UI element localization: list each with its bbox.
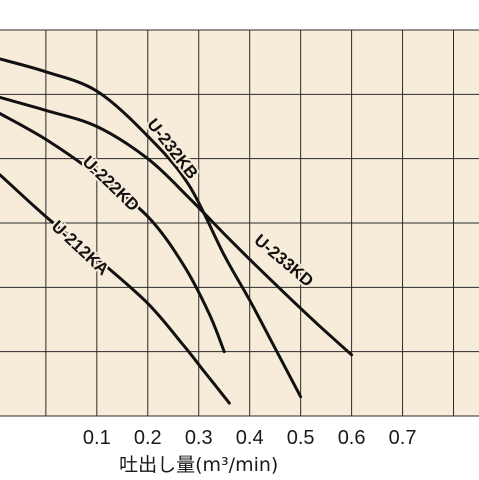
gridlines — [0, 29, 479, 417]
x-tick-label: 0.2 — [134, 427, 162, 449]
x-axis-ticks: 0.1 0.2 0.3 0.4 0.5 0.6 0.7 — [83, 427, 417, 449]
curve-u-212ka — [0, 173, 231, 405]
x-tick-label: 0.7 — [389, 427, 417, 449]
curve-u-232kb — [0, 57, 303, 399]
x-tick-label: 0.4 — [236, 427, 264, 449]
x-tick-label: 0.6 — [338, 427, 366, 449]
curve-u-233kd — [0, 96, 354, 357]
x-tick-label: 0.1 — [83, 427, 111, 449]
x-axis-title: 吐出し量(m³/min) — [119, 454, 278, 476]
x-tick-label: 0.3 — [185, 427, 213, 449]
performance-curves — [0, 57, 354, 405]
curve-u-222kd — [0, 112, 226, 354]
x-tick-label: 0.5 — [287, 427, 315, 449]
